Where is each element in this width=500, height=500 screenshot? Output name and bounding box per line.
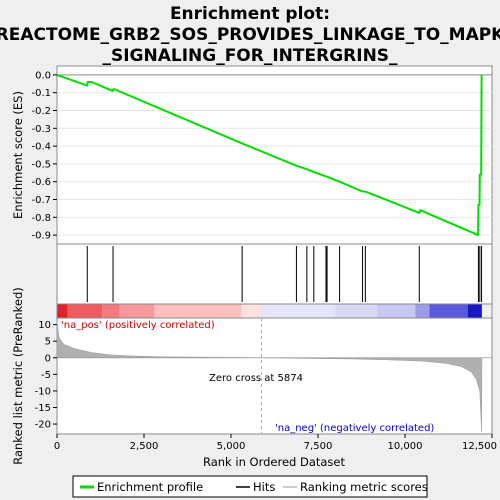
metric-y-tick-label: 0: [45, 353, 51, 364]
chart-title-line-2: REACTOME_GRB2_SOS_PROVIDES_LINKAGE_TO_MA…: [0, 25, 500, 45]
es-y-tick-label: -0.9: [31, 231, 51, 242]
metric-y-tick-label: -5: [41, 370, 51, 381]
metric-y-tick-label: -20: [35, 420, 51, 431]
x-tick-label: 10,000: [388, 441, 423, 452]
color-bar-segment: [415, 304, 430, 318]
x-tick-label: 12,500: [462, 441, 497, 452]
chart-title-line-1: Enrichment plot:: [170, 4, 330, 24]
color-bar-segment: [261, 304, 336, 318]
enrichment-profile-line: [56, 73, 483, 237]
ranking-color-bar: [56, 303, 493, 319]
neg-correlated-label: 'na_neg' (negatively correlated): [275, 423, 434, 434]
es-y-tick-label: -0.5: [31, 159, 51, 170]
es-y-tick-label: -0.4: [31, 142, 51, 153]
x-tick-label: 0: [54, 441, 60, 452]
chart-title-line-3: _SIGNALING_FOR_INTERGRINS_: [102, 46, 398, 66]
es-y-tick-label: -0.2: [31, 106, 51, 117]
metric-y-axis-label: Ranked list metric (PreRanked): [11, 287, 25, 465]
color-bar-segment: [119, 304, 155, 318]
es-y-axis-label: Enrichment score (ES): [11, 91, 25, 219]
color-bar-segment: [57, 304, 68, 318]
x-tick-label: 7,500: [304, 441, 333, 452]
es-y-tick-label: 0.0: [35, 70, 51, 81]
color-bar-segment: [467, 304, 482, 318]
ranking-metric-area: [56, 321, 483, 433]
legend-label-enrichment: Enrichment profile: [97, 480, 203, 494]
color-bar-segment: [429, 304, 468, 318]
metric-y-tick-label: 10: [38, 320, 51, 331]
color-bar-segment: [377, 304, 416, 318]
color-bar-segment: [241, 304, 262, 318]
metric-y-tick-label: 5: [45, 337, 51, 348]
legend-label-metric: Ranking metric scores: [300, 480, 428, 494]
es-y-tick-label: -0.6: [31, 177, 51, 188]
metric-y-tick-label: -15: [35, 403, 51, 414]
color-bar-segment: [67, 304, 103, 318]
es-y-tick-label: -0.8: [31, 213, 51, 224]
metric-panel: [56, 317, 493, 435]
hits-panel: [56, 243, 493, 305]
legend-label-hits: Hits: [253, 480, 275, 494]
metric-y-tick-label: -10: [35, 386, 51, 397]
pos-correlated-label: 'na_pos' (positively correlated): [61, 320, 215, 331]
es-y-tick-label: -0.3: [31, 124, 51, 135]
color-bar-segment: [154, 304, 242, 318]
color-bar-segment: [335, 304, 378, 318]
x-axis-label: Rank in Ordered Dataset: [203, 455, 346, 469]
x-tick-label: 5,000: [217, 441, 246, 452]
color-bar-segment: [102, 304, 120, 318]
zero-cross-label: Zero cross at 5874: [209, 373, 303, 384]
x-tick-label: 2,500: [130, 441, 159, 452]
es-y-tick-label: -0.7: [31, 195, 51, 206]
es-y-tick-label: -0.1: [31, 88, 51, 99]
